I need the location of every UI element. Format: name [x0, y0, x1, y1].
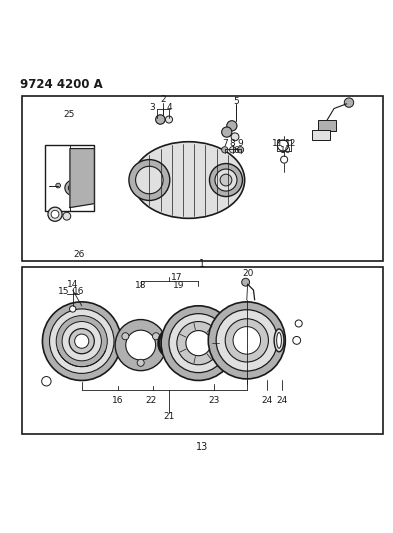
Text: 16: 16 [112, 395, 124, 405]
Bar [312, 130, 330, 140]
Text: 22: 22 [146, 395, 157, 405]
Circle shape [222, 127, 232, 137]
Circle shape [115, 320, 166, 370]
Circle shape [293, 336, 301, 344]
Text: 8: 8 [230, 139, 235, 148]
Polygon shape [70, 149, 94, 207]
Text: 5: 5 [233, 97, 239, 106]
Circle shape [295, 320, 302, 327]
Circle shape [129, 159, 170, 200]
Bar [45, 144, 94, 212]
Text: 12: 12 [285, 139, 296, 148]
Circle shape [70, 306, 76, 312]
Circle shape [48, 207, 62, 221]
Circle shape [209, 164, 242, 197]
Text: 19: 19 [173, 281, 185, 290]
Circle shape [122, 333, 129, 340]
Circle shape [344, 98, 354, 107]
Circle shape [42, 376, 51, 386]
Circle shape [281, 156, 288, 163]
Circle shape [215, 169, 237, 191]
Text: 21: 21 [163, 412, 174, 421]
Circle shape [277, 140, 288, 151]
Circle shape [126, 330, 156, 360]
Circle shape [50, 309, 114, 374]
Circle shape [208, 302, 285, 379]
Circle shape [69, 328, 94, 354]
Text: 24: 24 [277, 395, 288, 405]
Circle shape [230, 147, 236, 153]
Circle shape [169, 313, 228, 373]
Text: 9: 9 [238, 139, 243, 148]
Ellipse shape [133, 142, 244, 219]
Text: 4: 4 [167, 103, 173, 112]
Bar [318, 120, 336, 131]
Circle shape [75, 334, 89, 348]
Text: 14: 14 [67, 280, 78, 289]
Circle shape [227, 120, 237, 131]
Circle shape [42, 302, 121, 381]
Circle shape [62, 321, 101, 361]
Ellipse shape [65, 179, 88, 197]
Text: 9724 4200 A: 9724 4200 A [20, 78, 103, 91]
Circle shape [216, 310, 277, 371]
Text: 23: 23 [209, 395, 220, 405]
Circle shape [63, 212, 71, 220]
Circle shape [177, 321, 220, 365]
Text: 18: 18 [135, 281, 147, 290]
Circle shape [237, 147, 244, 153]
Text: 10: 10 [280, 146, 292, 155]
Ellipse shape [274, 329, 284, 352]
Ellipse shape [277, 333, 281, 348]
Bar [22, 266, 383, 433]
Circle shape [231, 133, 239, 141]
Circle shape [56, 316, 107, 367]
Circle shape [233, 327, 261, 354]
Circle shape [156, 115, 165, 124]
Text: 7: 7 [222, 139, 228, 148]
Text: 11: 11 [272, 139, 283, 148]
Circle shape [220, 174, 232, 186]
Text: 1: 1 [199, 259, 206, 269]
Circle shape [242, 278, 250, 286]
Circle shape [186, 330, 211, 356]
Circle shape [56, 183, 61, 188]
Text: 3: 3 [150, 103, 155, 112]
Text: 24: 24 [262, 395, 273, 405]
Text: 6: 6 [233, 146, 239, 155]
Circle shape [165, 116, 173, 123]
Text: 25: 25 [63, 109, 74, 118]
Circle shape [152, 333, 160, 340]
Text: 13: 13 [196, 442, 209, 453]
Circle shape [161, 306, 236, 381]
Circle shape [222, 147, 228, 153]
Circle shape [225, 319, 268, 362]
Text: 20: 20 [242, 269, 253, 278]
Circle shape [137, 359, 144, 366]
Text: 16: 16 [73, 287, 84, 296]
Ellipse shape [68, 182, 85, 194]
Circle shape [51, 211, 59, 218]
Bar [22, 95, 383, 261]
Text: 26: 26 [73, 250, 84, 259]
Text: 2: 2 [160, 95, 166, 104]
Circle shape [136, 166, 163, 194]
Text: 15: 15 [58, 287, 70, 296]
Text: 17: 17 [171, 273, 183, 282]
